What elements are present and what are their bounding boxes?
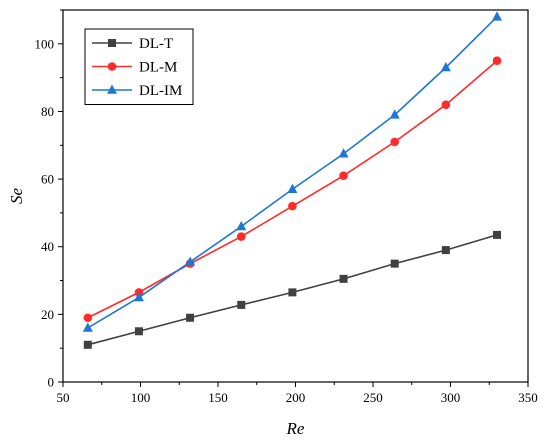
data-point-dl-im — [492, 11, 502, 21]
data-point-dl-t — [441, 246, 450, 255]
legend-marker-dl-t — [108, 39, 116, 47]
data-point-dl-im — [82, 322, 93, 332]
data-point-dl-t — [288, 288, 297, 297]
series-layer — [82, 11, 502, 349]
data-point-dl-t — [237, 300, 246, 309]
data-point-dl-im — [287, 183, 298, 194]
y-tick-label: 20 — [41, 307, 54, 322]
y-tick-label: 60 — [41, 172, 54, 187]
legend: DL-T DL-M DL-IM — [84, 28, 194, 105]
data-point-dl-m — [441, 100, 451, 109]
data-point-dl-m — [83, 313, 93, 323]
x-tick-label: 350 — [518, 390, 538, 405]
data-point-dl-t — [83, 340, 92, 349]
legend-marker-dl-m — [107, 62, 117, 71]
data-point-dl-t — [186, 313, 195, 322]
x-tick-label: 250 — [363, 390, 383, 405]
legend-marker-dl-im — [107, 84, 117, 94]
x-tick-label: 300 — [441, 390, 461, 405]
data-point-dl-im — [389, 109, 400, 119]
series-dl-t — [83, 230, 501, 349]
data-point-dl-t — [493, 230, 501, 239]
x-tick-label: 50 — [57, 390, 70, 405]
data-point-dl-im — [440, 61, 451, 72]
y-tick-label: 40 — [41, 239, 54, 254]
legend-label-dl-m: DL-M — [139, 60, 177, 76]
data-point-dl-im — [185, 256, 196, 266]
x-tick-label: 100 — [131, 390, 151, 405]
x-axis-label: Re — [286, 419, 305, 438]
data-point-dl-m — [390, 137, 400, 147]
data-point-dl-t — [134, 327, 143, 336]
data-point-dl-m — [236, 232, 246, 241]
data-point-dl-m — [492, 56, 502, 66]
legend-label-dl-im: DL-IM — [139, 83, 182, 99]
data-point-dl-m — [288, 201, 297, 211]
x-tick-label: 150 — [208, 390, 228, 405]
data-point-dl-im — [133, 291, 144, 302]
y-tick-label: 100 — [35, 36, 55, 51]
y-axis-label: Se — [7, 188, 26, 205]
series-dl-im — [82, 11, 502, 332]
legend-label-dl-t: DL-T — [139, 36, 173, 52]
x-tick-label: 200 — [286, 390, 306, 405]
data-point-dl-t — [339, 274, 348, 283]
y-tick-label: 80 — [41, 104, 54, 119]
axis-ticks: 50 100 150 200 250 300 350 0 20 40 60 80 100 — [35, 9, 538, 405]
y-tick-label: 0 — [48, 375, 55, 390]
data-point-dl-im — [338, 148, 349, 158]
series-dl-m — [83, 56, 502, 323]
data-point-dl-im — [236, 220, 247, 231]
data-point-dl-m — [339, 171, 348, 181]
data-point-dl-t — [390, 259, 399, 268]
